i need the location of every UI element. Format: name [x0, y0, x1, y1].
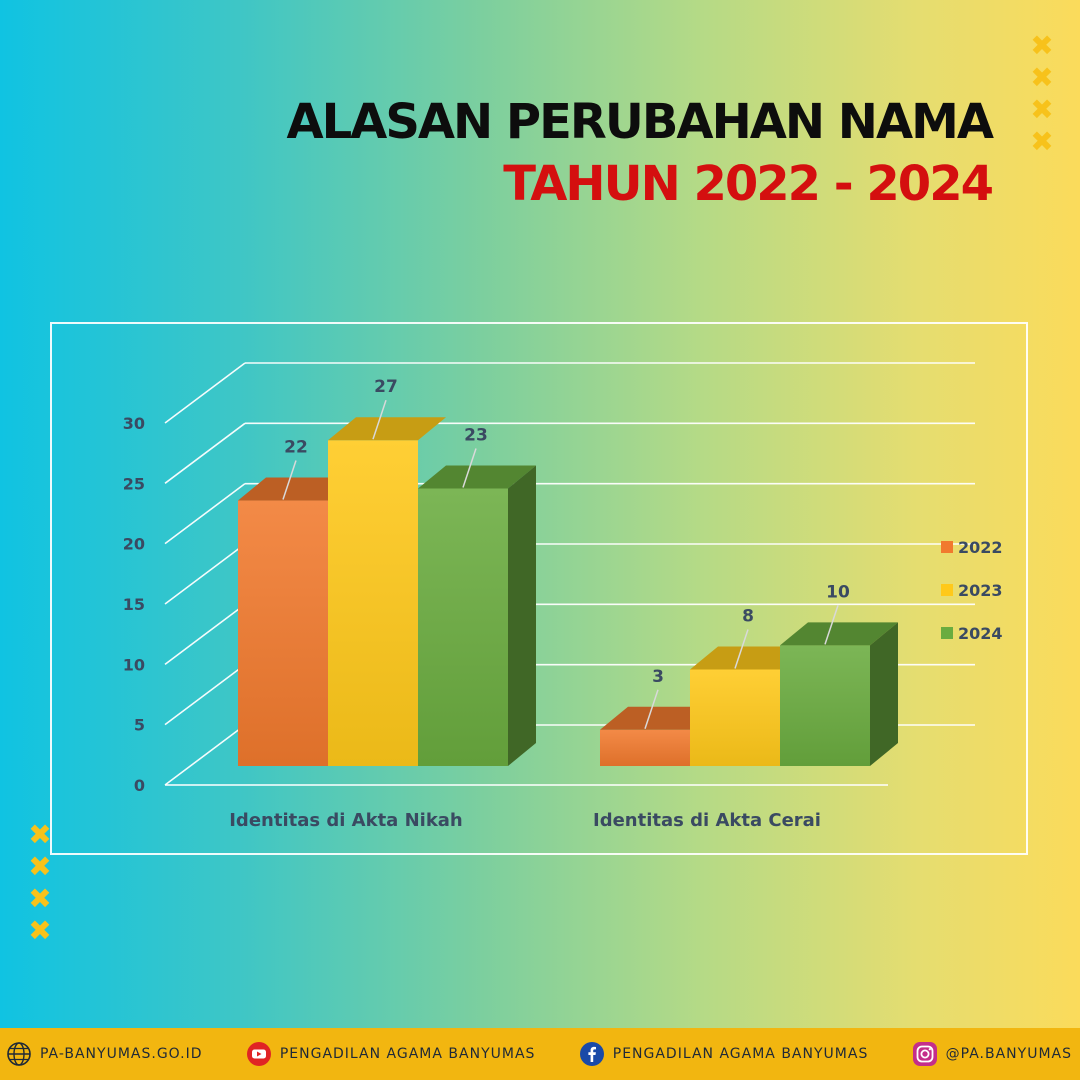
bar-2022-top	[600, 706, 718, 730]
data-label-leader	[372, 399, 387, 440]
x-mark-icon: ✖	[28, 882, 52, 915]
legend-swatch-2024	[941, 627, 953, 639]
bar-2023-top	[328, 417, 446, 441]
footer-instagram[interactable]: @PA.BANYUMAS	[912, 1041, 1072, 1067]
data-label-leader	[462, 448, 477, 488]
legend-swatch-2023	[941, 584, 953, 596]
bar-2023-front	[690, 669, 780, 766]
data-label-leader	[282, 460, 297, 500]
legend-label-2022: 2022	[958, 538, 1003, 557]
x-mark-icon: ✖	[1030, 93, 1054, 126]
footer-bar: PA-BANYUMAS.GO.ID PENGADILAN AGAMA BANYU…	[0, 1028, 1080, 1080]
footer-instagram-text: @PA.BANYUMAS	[945, 1046, 1072, 1062]
bar-2024-side	[508, 465, 536, 766]
footer-facebook-text: PENGADILAN AGAMA BANYUMAS	[612, 1046, 869, 1062]
x-mark-icon: ✖	[1030, 61, 1054, 94]
decor-x-marks-top: ✖ ✖ ✖ ✖	[1030, 30, 1054, 158]
gridline-diagonal	[164, 483, 246, 545]
footer-youtube-text: PENGADILAN AGAMA BANYUMAS	[279, 1046, 536, 1062]
data-label: 23	[464, 425, 488, 445]
title-main: ALASAN PERUBAHAN NAMA	[286, 94, 994, 150]
x-mark-icon: ✖	[28, 850, 52, 883]
footer-facebook[interactable]: PENGADILAN AGAMA BANYUMAS	[579, 1041, 869, 1067]
x-mark-icon: ✖	[28, 818, 52, 851]
bar-2024-front	[418, 488, 508, 766]
chart-frame	[50, 322, 1028, 855]
data-label: 8	[742, 606, 754, 626]
legend-label-2023: 2023	[958, 581, 1003, 600]
instagram-icon	[912, 1041, 938, 1067]
data-label-leader	[644, 689, 659, 730]
y-tick-label: 25	[123, 474, 145, 493]
bar-2022-top	[238, 477, 356, 501]
data-label-leader	[824, 605, 839, 645]
data-label: 27	[374, 377, 398, 397]
gridline-diagonal	[164, 664, 246, 726]
data-label: 3	[652, 667, 664, 687]
gridline-diagonal	[164, 603, 246, 665]
y-tick-label: 0	[134, 776, 145, 795]
footer-website-text: PA-BANYUMAS.GO.ID	[40, 1046, 203, 1062]
bar-2024-front	[780, 645, 870, 766]
data-label-leader	[734, 629, 749, 669]
y-tick-label: 30	[123, 414, 145, 433]
gridline-diagonal	[164, 422, 246, 484]
x-mark-icon: ✖	[1030, 125, 1054, 158]
globe-icon	[6, 1041, 32, 1067]
title-sub: TAHUN 2022 - 2024	[503, 156, 994, 212]
legend-swatch-2022	[941, 541, 953, 553]
category-label: Identitas di Akta Cerai	[593, 810, 821, 831]
data-label: 10	[826, 582, 850, 602]
bar-2023-top	[690, 646, 808, 670]
x-mark-icon: ✖	[1030, 29, 1054, 62]
bar-2024-side	[870, 622, 898, 766]
bar-2023-front	[328, 440, 418, 766]
x-mark-icon: ✖	[28, 914, 52, 947]
gridline-diagonal	[164, 724, 246, 786]
y-tick-label: 20	[123, 535, 145, 554]
category-label: Identitas di Akta Nikah	[229, 810, 463, 831]
legend-label-2024: 2024	[958, 624, 1003, 643]
footer-website[interactable]: PA-BANYUMAS.GO.ID	[6, 1041, 202, 1067]
footer-youtube[interactable]: PENGADILAN AGAMA BANYUMAS	[246, 1041, 536, 1067]
bar-2022-front	[600, 729, 690, 766]
decor-x-marks-left: ✖ ✖ ✖ ✖	[28, 819, 52, 947]
data-label: 22	[284, 438, 308, 458]
facebook-icon	[579, 1041, 605, 1067]
y-tick-label: 5	[134, 716, 145, 735]
youtube-icon	[246, 1041, 272, 1067]
bar-2024-top	[418, 465, 536, 489]
y-tick-label: 15	[123, 595, 145, 614]
gridline-diagonal	[164, 543, 246, 605]
bar-2022-front	[238, 500, 328, 766]
y-tick-label: 10	[123, 655, 145, 674]
bar-2024-top	[780, 622, 898, 646]
gridline-diagonal	[164, 362, 246, 424]
